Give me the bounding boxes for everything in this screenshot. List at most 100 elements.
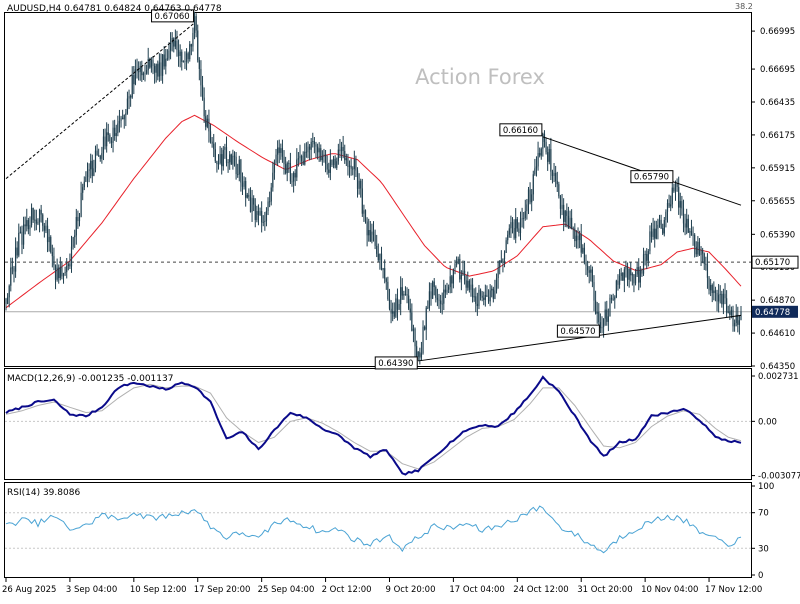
price-callout-box (374, 356, 418, 370)
candle-body (588, 270, 590, 273)
candle-body (136, 69, 138, 72)
candle-body (440, 300, 442, 304)
candle-body (596, 311, 598, 314)
candle-body (120, 117, 122, 121)
candle-body (462, 270, 464, 276)
candle-body (636, 267, 638, 275)
candle-body (91, 160, 93, 176)
candle-body (710, 285, 712, 291)
candle-body (291, 181, 293, 183)
candle-body (564, 211, 566, 222)
candle-body (289, 163, 292, 182)
candle-body (705, 263, 707, 265)
candle-body (246, 194, 248, 198)
candle-body (698, 241, 701, 256)
time-tick-label: 10 Sep 12:00 (130, 585, 187, 595)
candle-body (262, 221, 264, 223)
candle-body (342, 147, 344, 151)
candle-body (358, 180, 360, 189)
rsi-tick-label: 70 (758, 509, 769, 519)
candle-body (542, 133, 544, 149)
candle-body (602, 318, 605, 328)
candle-body (229, 154, 231, 163)
time-tick-label: 17 Nov 12:00 (705, 585, 762, 595)
candle-body (62, 272, 65, 277)
candle-body (539, 153, 541, 156)
candle-body (476, 303, 478, 306)
candle-body (527, 189, 530, 205)
candle-body (179, 51, 181, 56)
candle-body (684, 223, 686, 228)
candle-body (14, 247, 17, 272)
candle-body (580, 234, 582, 253)
candle-body (700, 250, 702, 256)
candle-body (269, 201, 271, 203)
candle-body (495, 278, 498, 291)
candle-body (99, 156, 101, 159)
candle-body (601, 327, 603, 329)
candle-body (612, 299, 614, 301)
candle-body (133, 74, 135, 85)
candle-body (416, 346, 418, 357)
price-tick-label: 0.64610 (760, 329, 795, 339)
candle-body (671, 187, 673, 205)
candle-body (296, 159, 298, 178)
candle-body (141, 66, 143, 76)
candle-body (433, 281, 435, 287)
candle-body (214, 149, 216, 162)
candle-body (646, 254, 648, 261)
candle-body (419, 351, 421, 358)
candle-body (312, 141, 314, 142)
candle-body (403, 294, 405, 296)
candle-body (114, 127, 116, 136)
candle-body (328, 169, 330, 173)
candle-body (168, 50, 170, 59)
candle-body (408, 295, 410, 309)
candle-body (729, 311, 731, 315)
candle-body (689, 230, 691, 233)
candle-body (27, 220, 29, 230)
candle-body (329, 159, 331, 173)
candle-body (475, 296, 477, 304)
price-tick-label: 0.65390 (760, 230, 795, 240)
candle-body (610, 297, 613, 300)
time-tick-label: 24 Oct 12:00 (513, 585, 568, 595)
candle-body (278, 147, 280, 153)
candle-body (489, 290, 491, 302)
candle-body (470, 284, 472, 290)
candle-body (305, 151, 307, 153)
candle-body (417, 351, 419, 357)
candle-body (74, 235, 76, 238)
candle-body (337, 149, 339, 162)
candle-body (174, 40, 176, 47)
price-callout-box (630, 170, 674, 184)
candle-body (150, 60, 153, 68)
candle-body (163, 54, 165, 67)
candle-body (540, 148, 542, 156)
macd-title: MACD(12,26,9) -0.001235 -0.001137 (7, 374, 173, 384)
candle-body (559, 196, 562, 209)
candle-body (658, 219, 661, 225)
candle-body (692, 234, 694, 236)
candle-body (561, 204, 563, 209)
candle-body (216, 161, 218, 165)
candle-body (177, 50, 180, 56)
candle-body (734, 322, 736, 327)
candle-body (706, 264, 709, 278)
candle-body (209, 131, 212, 142)
candle-body (670, 204, 672, 207)
candle-body (273, 162, 276, 173)
candle-body (206, 118, 208, 127)
candle-body (494, 290, 496, 299)
candle-body (272, 172, 274, 188)
candle-body (189, 44, 191, 60)
candle-body (591, 269, 594, 283)
candle-body (676, 183, 678, 188)
candle-body (187, 53, 189, 60)
time-tick-label: 17 Oct 04:00 (449, 585, 504, 595)
candle-body (198, 60, 200, 69)
candle-body (288, 162, 290, 164)
candle-body (654, 228, 656, 239)
candle-body (737, 314, 739, 325)
candle-body (665, 211, 667, 220)
